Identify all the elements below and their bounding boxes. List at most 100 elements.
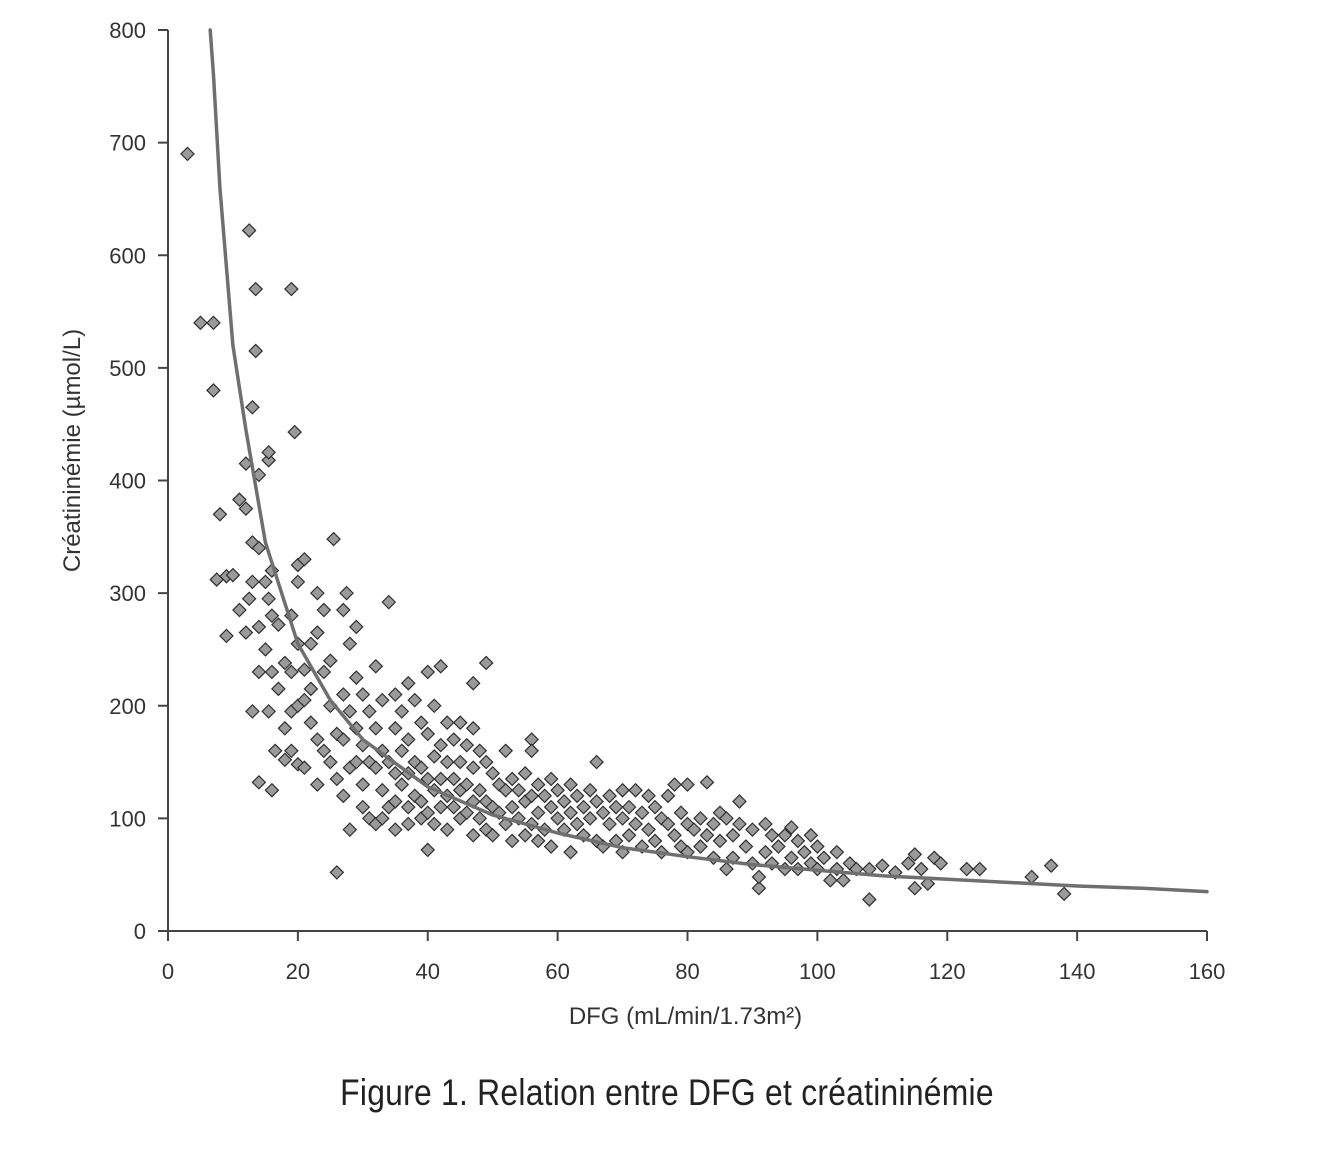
data-point — [426, 749, 442, 764]
x-tick-label: 20 — [286, 959, 310, 984]
data-point — [361, 704, 377, 719]
data-point — [550, 811, 565, 826]
data-point — [504, 799, 520, 815]
data-point — [193, 315, 208, 331]
data-point — [446, 799, 462, 815]
data-point — [407, 754, 423, 770]
data-point — [537, 788, 552, 804]
data-point — [511, 782, 527, 798]
data-point — [530, 777, 546, 792]
data-point — [628, 816, 643, 832]
data-point — [563, 844, 578, 860]
data-point — [589, 754, 604, 770]
data-point — [355, 777, 371, 792]
data-point — [374, 782, 390, 798]
data-point — [426, 816, 442, 832]
data-point — [693, 839, 708, 854]
data-point — [745, 822, 760, 837]
data-point — [206, 315, 221, 331]
data-point — [667, 777, 682, 792]
data-point — [933, 856, 949, 871]
data-point — [387, 822, 403, 837]
data-point — [439, 754, 455, 770]
data-point — [316, 743, 332, 759]
data-point — [407, 788, 423, 804]
data-point — [641, 788, 656, 804]
data-point — [771, 839, 786, 854]
data-point — [335, 788, 351, 804]
data-point — [784, 850, 799, 866]
data-point — [699, 827, 715, 843]
data-point — [524, 788, 539, 804]
data-point — [342, 704, 358, 719]
data-point — [907, 847, 923, 862]
data-point — [602, 816, 617, 832]
y-tick-label: 200 — [109, 694, 146, 719]
data-point — [361, 754, 377, 770]
data-point — [530, 805, 546, 821]
data-point — [238, 501, 254, 517]
data-point — [478, 655, 494, 671]
data-point — [433, 737, 449, 753]
data-point — [374, 811, 390, 826]
y-tick-label: 600 — [109, 243, 146, 268]
data-point — [387, 794, 403, 809]
data-point — [387, 765, 403, 781]
data-point — [310, 732, 325, 747]
data-point — [498, 816, 514, 832]
data-point — [706, 850, 721, 866]
data-point — [900, 856, 916, 871]
data-point — [348, 670, 364, 685]
plot-area — [180, 28, 1209, 907]
data-point — [758, 844, 773, 860]
data-point — [297, 760, 312, 776]
data-point — [420, 726, 436, 742]
data-point — [472, 782, 488, 798]
data-point — [400, 799, 416, 815]
data-point — [972, 861, 988, 877]
data-point — [206, 383, 221, 398]
data-point — [271, 681, 286, 697]
data-point — [595, 805, 611, 821]
data-point — [413, 715, 429, 730]
data-point — [303, 681, 319, 697]
y-tick-label: 700 — [109, 131, 146, 156]
data-point — [732, 816, 747, 832]
data-point — [245, 399, 260, 415]
data-point — [277, 655, 293, 671]
data-point — [413, 794, 429, 809]
data-point — [491, 777, 507, 792]
data-point — [959, 861, 975, 877]
figure-caption: Figure 1. Relation entre DFG et créatini… — [340, 1072, 994, 1113]
data-point — [452, 754, 468, 770]
data-point — [245, 574, 260, 590]
data-point — [394, 777, 410, 792]
data-point — [426, 698, 442, 714]
data-point — [219, 628, 234, 644]
x-tick-label: 140 — [1059, 959, 1096, 984]
data-point — [368, 720, 384, 736]
y-tick-label: 800 — [109, 18, 146, 43]
data-point — [673, 805, 689, 821]
data-point — [303, 715, 319, 730]
data-point — [517, 827, 533, 843]
data-point — [342, 822, 358, 837]
data-point — [543, 771, 559, 787]
data-point — [1024, 869, 1040, 885]
data-point — [232, 492, 247, 507]
y-axis: 0 100 200 300 400 500 600 700 800 — [109, 18, 169, 944]
data-point — [686, 822, 702, 837]
data-point — [621, 827, 637, 843]
data-point — [556, 794, 572, 809]
data-point — [387, 720, 403, 736]
data-point — [297, 662, 312, 678]
data-point — [719, 861, 734, 877]
data-point — [738, 839, 754, 854]
data-point — [264, 664, 280, 680]
data-point — [297, 551, 312, 567]
data-point — [287, 424, 302, 440]
data-point — [706, 816, 721, 832]
data-point — [284, 281, 299, 297]
data-point — [251, 664, 267, 680]
y-tick-label: 300 — [109, 581, 146, 606]
